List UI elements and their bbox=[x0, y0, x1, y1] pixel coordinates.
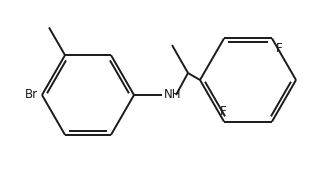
Text: NH: NH bbox=[164, 89, 181, 102]
Text: Br: Br bbox=[25, 89, 38, 102]
Text: F: F bbox=[276, 43, 282, 55]
Text: F: F bbox=[220, 105, 226, 118]
